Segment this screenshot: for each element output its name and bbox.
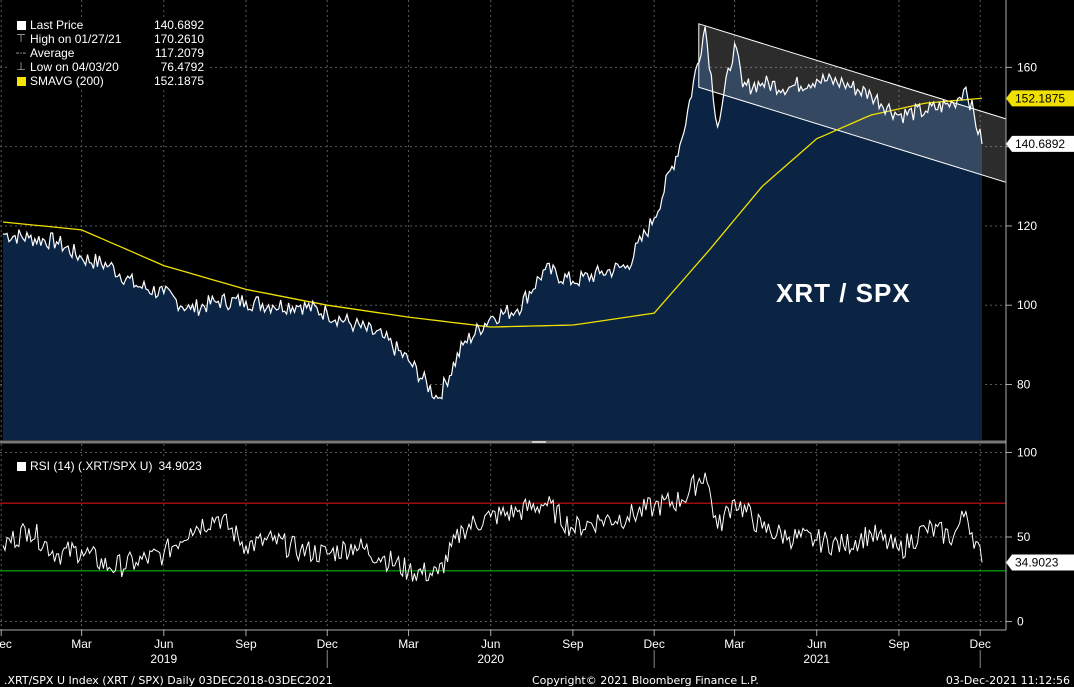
legend-value: 76.4792 [160, 60, 204, 74]
white-square-icon [14, 459, 28, 473]
x-tick-label: Dec [317, 637, 338, 651]
rsi-grid [0, 444, 1006, 630]
rsi-legend-label: RSI (14) (.XRT/SPX U) [30, 459, 153, 473]
last-price-tag-text: 140.6892 [1015, 137, 1065, 151]
legend-row: -∙- Average 117.2079 [14, 46, 204, 60]
legend-value: 170.2610 [153, 32, 204, 46]
legend-row: ⊥ Low on 04/03/20 76.4792 [14, 60, 204, 74]
x-tick-label: Jun [481, 637, 500, 651]
year-label: 2019 [150, 652, 177, 666]
x-tick-label: Sep [562, 637, 584, 651]
high-marker-icon: ⊤ [16, 33, 26, 45]
average-line-icon: -∙- [15, 47, 27, 59]
legend-value: 152.1875 [153, 74, 204, 88]
x-tick-label: Dec [970, 637, 991, 651]
rsi-panel-bg [0, 444, 1006, 630]
rsi-value-tag-text: 34.9023 [1015, 556, 1059, 570]
main-y-tick-label: 160 [1017, 60, 1037, 74]
x-tick-label: Mar [71, 637, 92, 651]
sma-value-tag-text: 152.1875 [1015, 91, 1065, 105]
rsi-legend: RSI (14) (.XRT/SPX U) 34.9023 [10, 457, 206, 475]
rsi-y-axis: 0 50 100 [1006, 445, 1037, 629]
overlay-label: XRT / SPX [776, 278, 911, 308]
x-tick-label: Dec [0, 637, 12, 651]
x-tick-label: Sep [235, 637, 257, 651]
footer-left: .XRT/SPX U Index (XRT / SPX) Daily 03DEC… [4, 674, 333, 687]
rsi-value-tag-box [1006, 554, 1074, 571]
footer-right: 03-Dec-2021 11:12:56 [945, 674, 1070, 687]
main-y-axis: 80100120140160 [1006, 60, 1037, 392]
x-tick-label: Mar [398, 637, 419, 651]
white-square-icon [14, 18, 28, 32]
year-label: 2021 [803, 652, 830, 666]
price-line [2, 26, 983, 400]
rsi-y-tick-label: 100 [1017, 445, 1037, 459]
legend-label: Low on 04/03/20 [30, 60, 119, 74]
main-y-tick-label: 100 [1017, 298, 1037, 312]
legend-label: Last Price [30, 18, 84, 32]
x-tick-label: Mar [724, 637, 745, 651]
legend-label: SMAVG (200) [30, 74, 104, 88]
legend-row: Last Price 140.6892 [14, 18, 204, 32]
legend-label: High on 01/27/21 [30, 32, 122, 46]
rsi-y-tick-label: 50 [1017, 530, 1031, 544]
year-label: 2020 [477, 652, 504, 666]
x-axis: Dec Mar Jun Sep Dec Mar Jun Sep Dec Mar Jun Sep Dec 2… [0, 630, 991, 668]
legend-label: Average [30, 46, 75, 60]
footer-center: Copyright© 2021 Bloomberg Finance L.P. [532, 674, 759, 687]
legend-row: ⊤ High on 01/27/21 170.2610 [14, 32, 204, 46]
rsi-y-tick-label: 0 [1017, 615, 1024, 629]
sma-value-tag-box [1006, 90, 1074, 107]
main-y-tick-label: 80 [1017, 378, 1031, 392]
rsi-line [2, 472, 983, 582]
x-tick-label: Dec [644, 637, 665, 651]
yellow-square-icon [14, 74, 28, 88]
x-tick-label: Jun [154, 637, 173, 651]
price-legend: Last Price 140.6892 ⊤ High on 01/27/21 170.2… [10, 17, 208, 90]
sma-200-line [2, 97, 983, 328]
x-tick-label: Sep [888, 637, 910, 651]
main-y-tick-label: 120 [1017, 219, 1037, 233]
last-price-tag-box [1006, 135, 1074, 152]
legend-value: 140.6892 [153, 18, 204, 32]
rsi-legend-value: 34.9023 [158, 459, 202, 473]
x-tick-label: Jun [807, 637, 826, 651]
price-area [3, 26, 982, 440]
legend-row: SMAVG (200) 152.1875 [14, 74, 204, 88]
value-tags: 152.1875 140.6892 34.9023 [1006, 90, 1074, 571]
low-marker-icon: ⊥ [16, 61, 26, 73]
legend-value: 117.2079 [154, 46, 204, 60]
